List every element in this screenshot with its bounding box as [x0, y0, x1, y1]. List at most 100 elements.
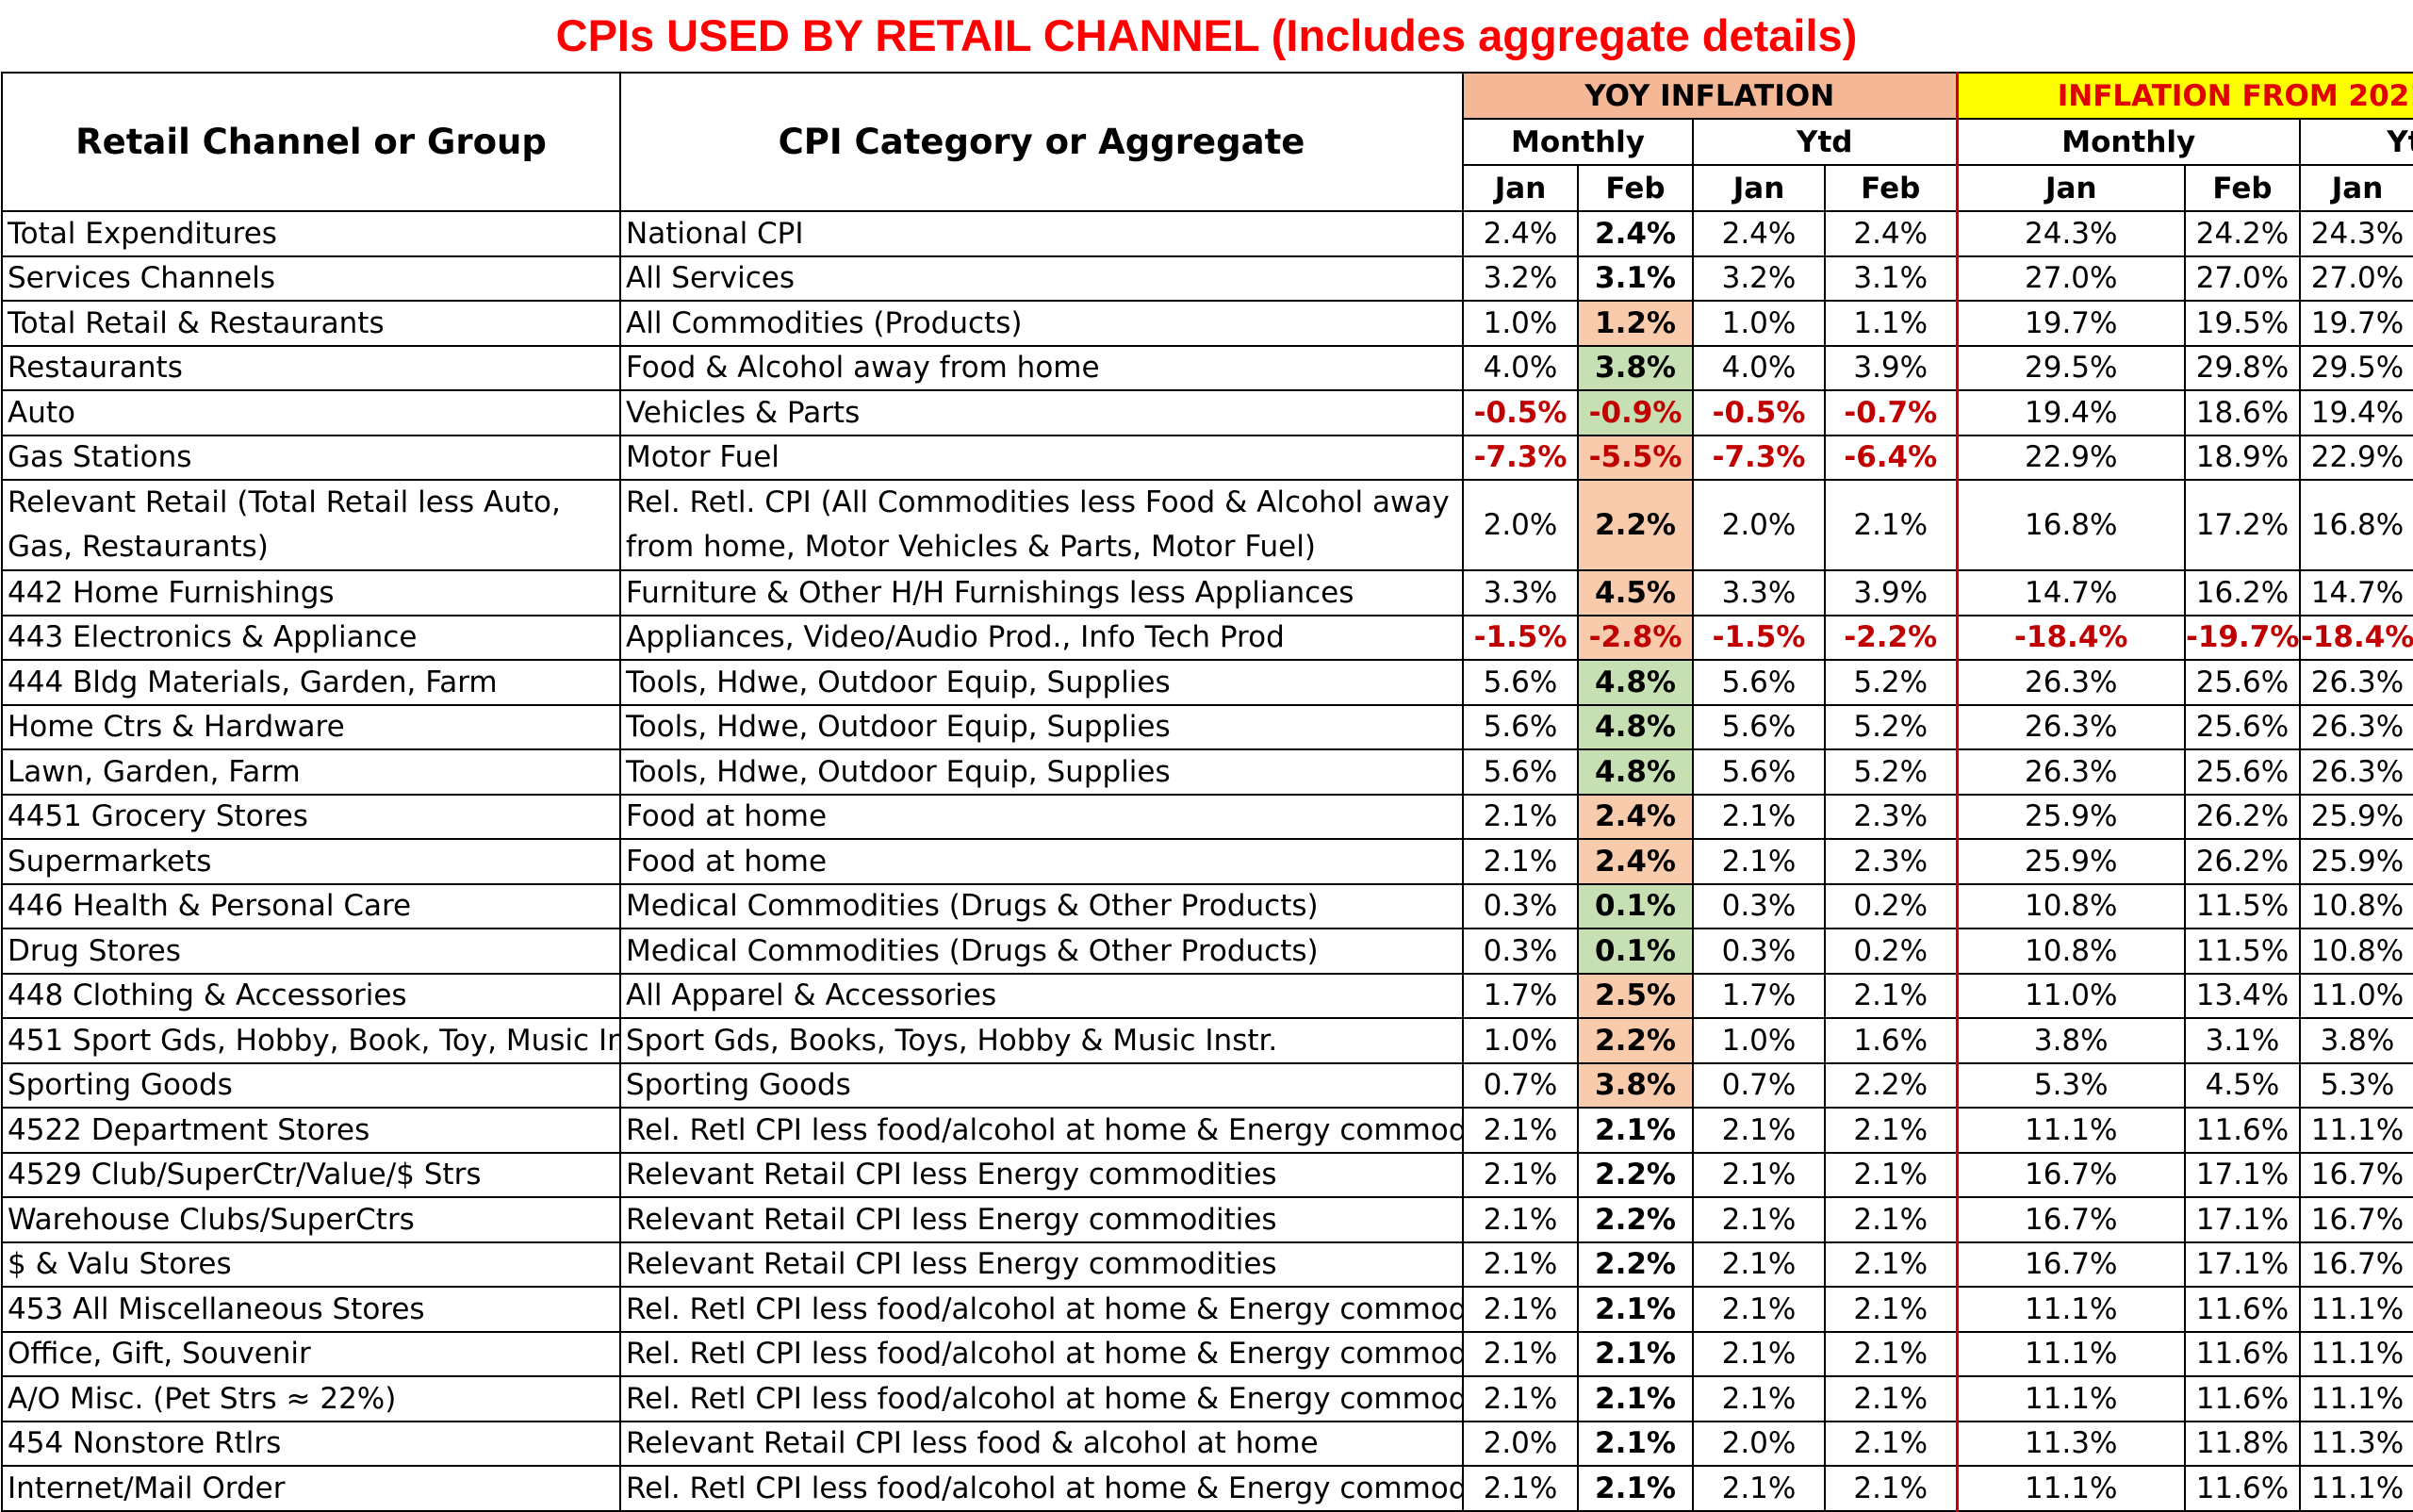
cell-value: 5.2%: [1824, 703, 1958, 750]
cell-value: 3.9%: [1824, 569, 1958, 616]
cell-value: 22.9%: [1955, 434, 2186, 481]
cell-value: 1.2%: [1577, 300, 1694, 347]
cell-value: 1.7%: [1692, 972, 1826, 1019]
cell-value: 29.5%: [1955, 344, 2186, 391]
cell-value: 19.7%: [1955, 300, 2186, 347]
table-row: Relevant Retail (Total Retail less Auto,…: [1, 479, 2413, 571]
cell-value: 2.4%: [1577, 838, 1694, 885]
cell-value: -2.2%: [1824, 614, 1958, 661]
cell-value: 0.2%: [1824, 928, 1958, 975]
cell-channel: Internet/Mail Order: [1, 1465, 621, 1512]
cell-value: 11.5%: [2184, 882, 2301, 929]
cell-value: 2.2%: [1577, 1241, 1694, 1288]
cell-value: 2.1%: [1824, 479, 1958, 571]
cell-value: 2.1%: [1692, 1330, 1826, 1377]
cell-value: 19.7%: [2299, 300, 2413, 347]
cell-value: 2.2%: [1824, 1061, 1958, 1109]
cell-category: Appliances, Video/Audio Prod., Info Tech…: [619, 614, 1464, 661]
cell-category: Sport Gds, Books, Toys, Hobby & Music In…: [619, 1017, 1464, 1064]
table-row: Gas Stations Motor Fuel -7.3% -5.5% -7.3% -6.…: [1, 434, 2413, 481]
cell-value: 10.8%: [2299, 882, 2413, 929]
table-row: Supermarkets Food at home 2.1% 2.4% 2.1% 2.3%…: [1, 838, 2413, 885]
cell-channel: 448 Clothing & Accessories: [1, 972, 621, 1019]
cell-value: 4.5%: [2184, 1061, 2301, 1109]
cell-value: -5.5%: [1577, 434, 1694, 481]
cell-value: 2.4%: [1824, 210, 1958, 257]
cell-value: 0.7%: [1692, 1061, 1826, 1109]
cell-value: 3.8%: [1577, 1061, 1694, 1109]
table-row: Office, Gift, Souvenir Rel. Retl CPI less…: [1, 1330, 2413, 1377]
table-body: Total Expenditures National CPI 2.4% 2.4% 2.…: [1, 210, 2413, 1512]
cell-value: 1.0%: [1692, 300, 1826, 347]
cell-value: 27.0%: [2299, 255, 2413, 302]
cell-value: 16.7%: [2299, 1151, 2413, 1198]
cell-value: 2.1%: [1824, 972, 1958, 1019]
cell-value: 11.1%: [2299, 1286, 2413, 1333]
cell-value: 2.0%: [1692, 1420, 1826, 1467]
cell-value: 3.1%: [1824, 255, 1958, 302]
cell-value: 26.3%: [2299, 748, 2413, 796]
cell-category: Relevant Retail CPI less food & alcohol …: [619, 1420, 1464, 1467]
cell-value: 24.3%: [1955, 210, 2186, 257]
cell-value: 10.8%: [1955, 928, 2186, 975]
cell-value: 0.3%: [1692, 882, 1826, 929]
cell-value: 2.1%: [1692, 838, 1826, 885]
cell-channel: 4451 Grocery Stores: [1, 793, 621, 840]
cell-value: 2.1%: [1824, 1107, 1958, 1154]
cell-value: 11.1%: [1955, 1465, 2186, 1512]
cell-value: 2.1%: [1462, 838, 1579, 885]
cell-value: 2.3%: [1824, 793, 1958, 840]
cell-value: 2.0%: [1692, 479, 1826, 571]
table-row: Home Ctrs & Hardware Tools, Hdwe, Outdoor…: [1, 703, 2413, 750]
cell-value: 2.2%: [1577, 1017, 1694, 1064]
table-row: Total Retail & Restaurants All Commoditie…: [1, 300, 2413, 347]
cell-value: 11.0%: [2299, 972, 2413, 1019]
cell-channel: Home Ctrs & Hardware: [1, 703, 621, 750]
cell-value: 4.8%: [1577, 703, 1694, 750]
cell-value: 29.8%: [2184, 344, 2301, 391]
cell-value: 25.9%: [1955, 838, 2186, 885]
cell-channel: Auto: [1, 389, 621, 436]
cell-channel: 446 Health & Personal Care: [1, 882, 621, 929]
cell-value: 5.6%: [1462, 703, 1579, 750]
cell-value: 11.6%: [2184, 1286, 2301, 1333]
table-row: 448 Clothing & Accessories All Apparel & …: [1, 972, 2413, 1019]
cell-value: 2.1%: [1462, 1151, 1579, 1198]
cell-value: 2.1%: [1577, 1286, 1694, 1333]
cell-value: 5.6%: [1692, 703, 1826, 750]
table-row: Lawn, Garden, Farm Tools, Hdwe, Outdoor E…: [1, 748, 2413, 796]
cell-value: 2.2%: [1577, 1151, 1694, 1198]
cell-value: 11.3%: [2299, 1420, 2413, 1467]
cell-category: Rel. Retl CPI less food/alcohol at home …: [619, 1107, 1464, 1154]
header-month-jan: Jan: [1462, 164, 1579, 212]
cell-value: 16.7%: [2299, 1241, 2413, 1288]
table-row: 4522 Department Stores Rel. Retl CPI less…: [1, 1107, 2413, 1154]
cell-value: 2.4%: [1577, 210, 1694, 257]
cell-value: 3.8%: [1955, 1017, 2186, 1064]
cell-value: -7.3%: [1692, 434, 1826, 481]
cell-channel: Restaurants: [1, 344, 621, 391]
header-inflation-from-2021: INFLATION FROM 2021: [1955, 72, 2413, 120]
cell-value: 2.1%: [1692, 1375, 1826, 1422]
table-row: 4529 Club/SuperCtr/Value/$ Strs Relevant …: [1, 1151, 2413, 1198]
cell-value: 25.9%: [2299, 838, 2413, 885]
cell-channel: Office, Gift, Souvenir: [1, 1330, 621, 1377]
cell-value: 5.3%: [1955, 1061, 2186, 1109]
cell-value: 0.2%: [1824, 882, 1958, 929]
cell-value: 11.5%: [2184, 928, 2301, 975]
cell-value: 26.2%: [2184, 838, 2301, 885]
table-row: Services Channels All Services 3.2% 3.1% 3.2…: [1, 255, 2413, 302]
cell-value: -0.7%: [1824, 389, 1958, 436]
cell-value: 2.1%: [1824, 1151, 1958, 1198]
cell-value: 5.6%: [1462, 659, 1579, 706]
cell-value: 19.4%: [2299, 389, 2413, 436]
cell-value: -1.5%: [1692, 614, 1826, 661]
cell-value: 2.1%: [1462, 1196, 1579, 1243]
cell-value: 5.6%: [1692, 659, 1826, 706]
cell-value: 19.4%: [1955, 389, 2186, 436]
cell-value: 26.3%: [1955, 659, 2186, 706]
cell-value: 4.0%: [1462, 344, 1579, 391]
cell-value: 26.2%: [2184, 793, 2301, 840]
cell-value: 22.9%: [2299, 434, 2413, 481]
table-row: Total Expenditures National CPI 2.4% 2.4% 2.…: [1, 210, 2413, 257]
